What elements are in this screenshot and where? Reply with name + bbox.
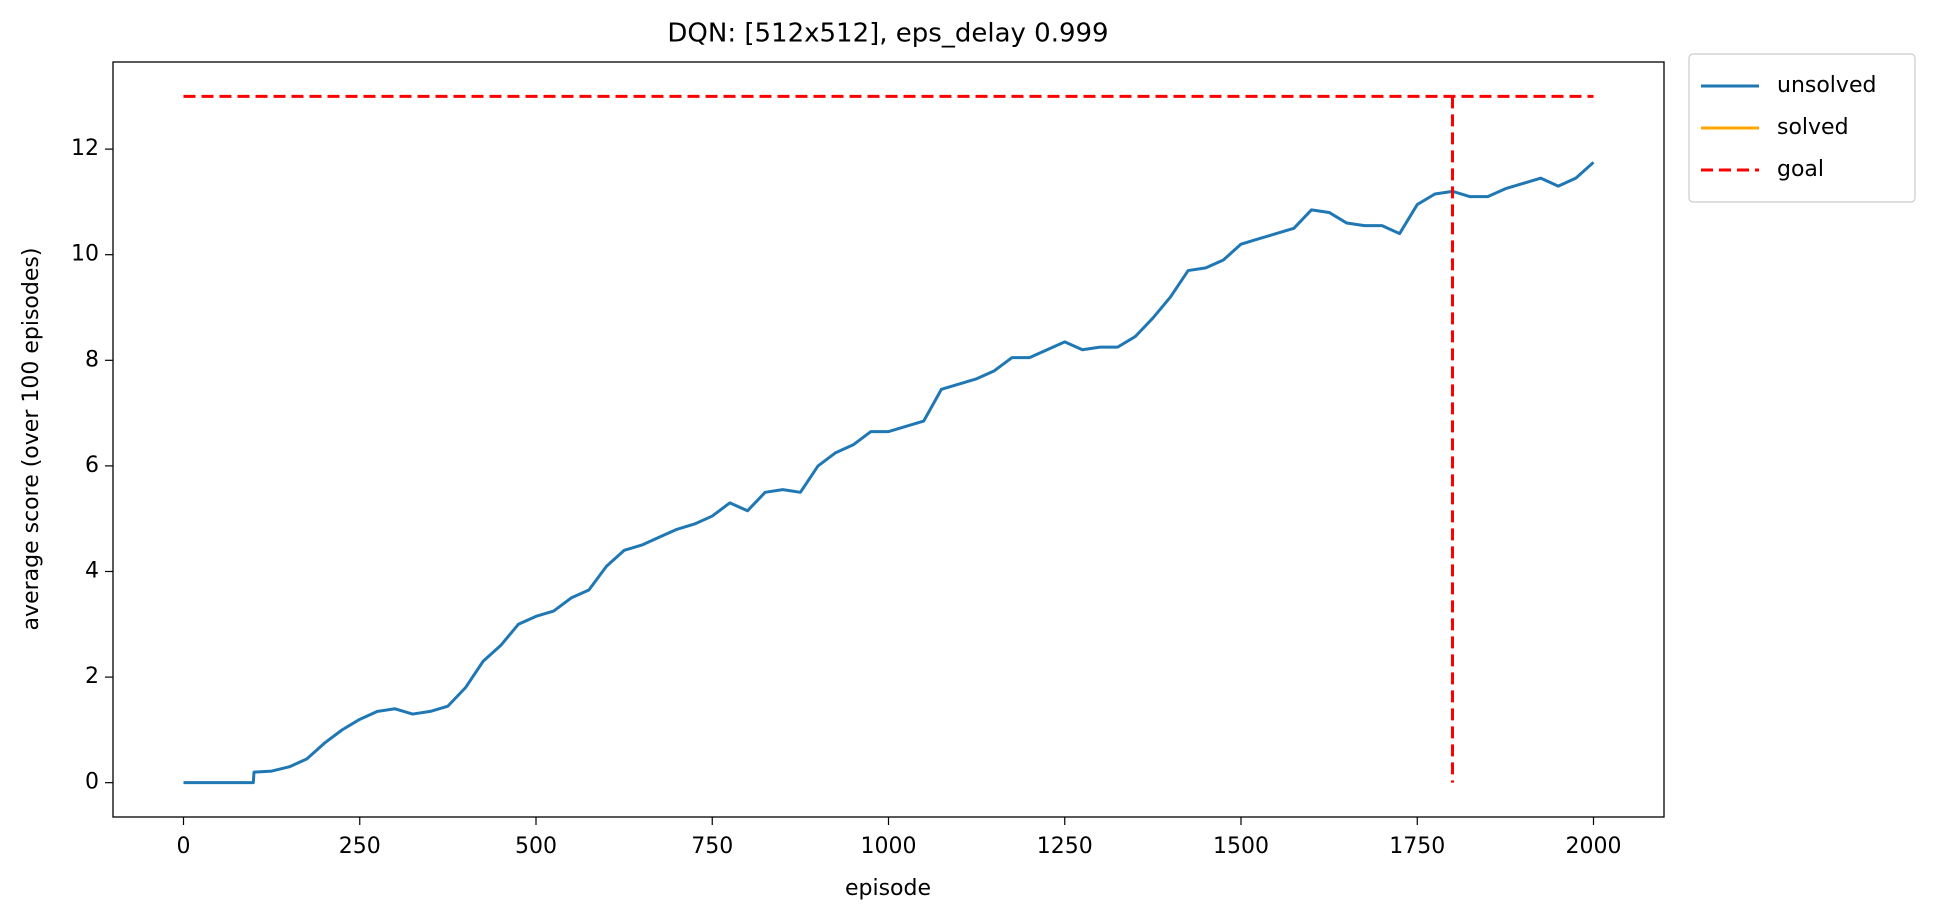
x-tick-label: 0 [177, 834, 191, 859]
x-tick-label: 1000 [861, 834, 917, 859]
x-tick-label: 250 [339, 834, 381, 859]
x-tick-label: 1250 [1037, 834, 1093, 859]
x-tick-label: 500 [515, 834, 557, 859]
legend-label: solved [1777, 115, 1849, 140]
x-tick-label: 1750 [1389, 834, 1445, 859]
legend-label: goal [1777, 157, 1824, 182]
data-line [183, 94, 1594, 783]
x-axis-label: episode [845, 876, 931, 901]
y-tick-label: 6 [85, 453, 99, 478]
chart-title: DQN: [512x512], eps_delay 0.999 [667, 19, 1108, 49]
x-tick-label: 2000 [1566, 834, 1622, 859]
legend-frame [1688, 53, 1916, 203]
y-tick-label: 8 [85, 347, 99, 372]
legend: unsolved solved goal [1688, 53, 1916, 203]
y-tick-label: 4 [85, 558, 99, 583]
y-tick-label: 12 [71, 136, 99, 161]
x-tick-label: 1500 [1213, 834, 1269, 859]
y-tick-label: 10 [71, 242, 99, 267]
y-tick-label: 2 [85, 664, 99, 689]
y-tick-label: 0 [85, 770, 99, 795]
x-tick-label: 750 [691, 834, 733, 859]
data-line [183, 161, 1595, 785]
y-axis-label: average score (over 100 episodes) [19, 248, 44, 631]
plot-frame [112, 61, 1665, 818]
legend-label: unsolved [1777, 73, 1876, 98]
